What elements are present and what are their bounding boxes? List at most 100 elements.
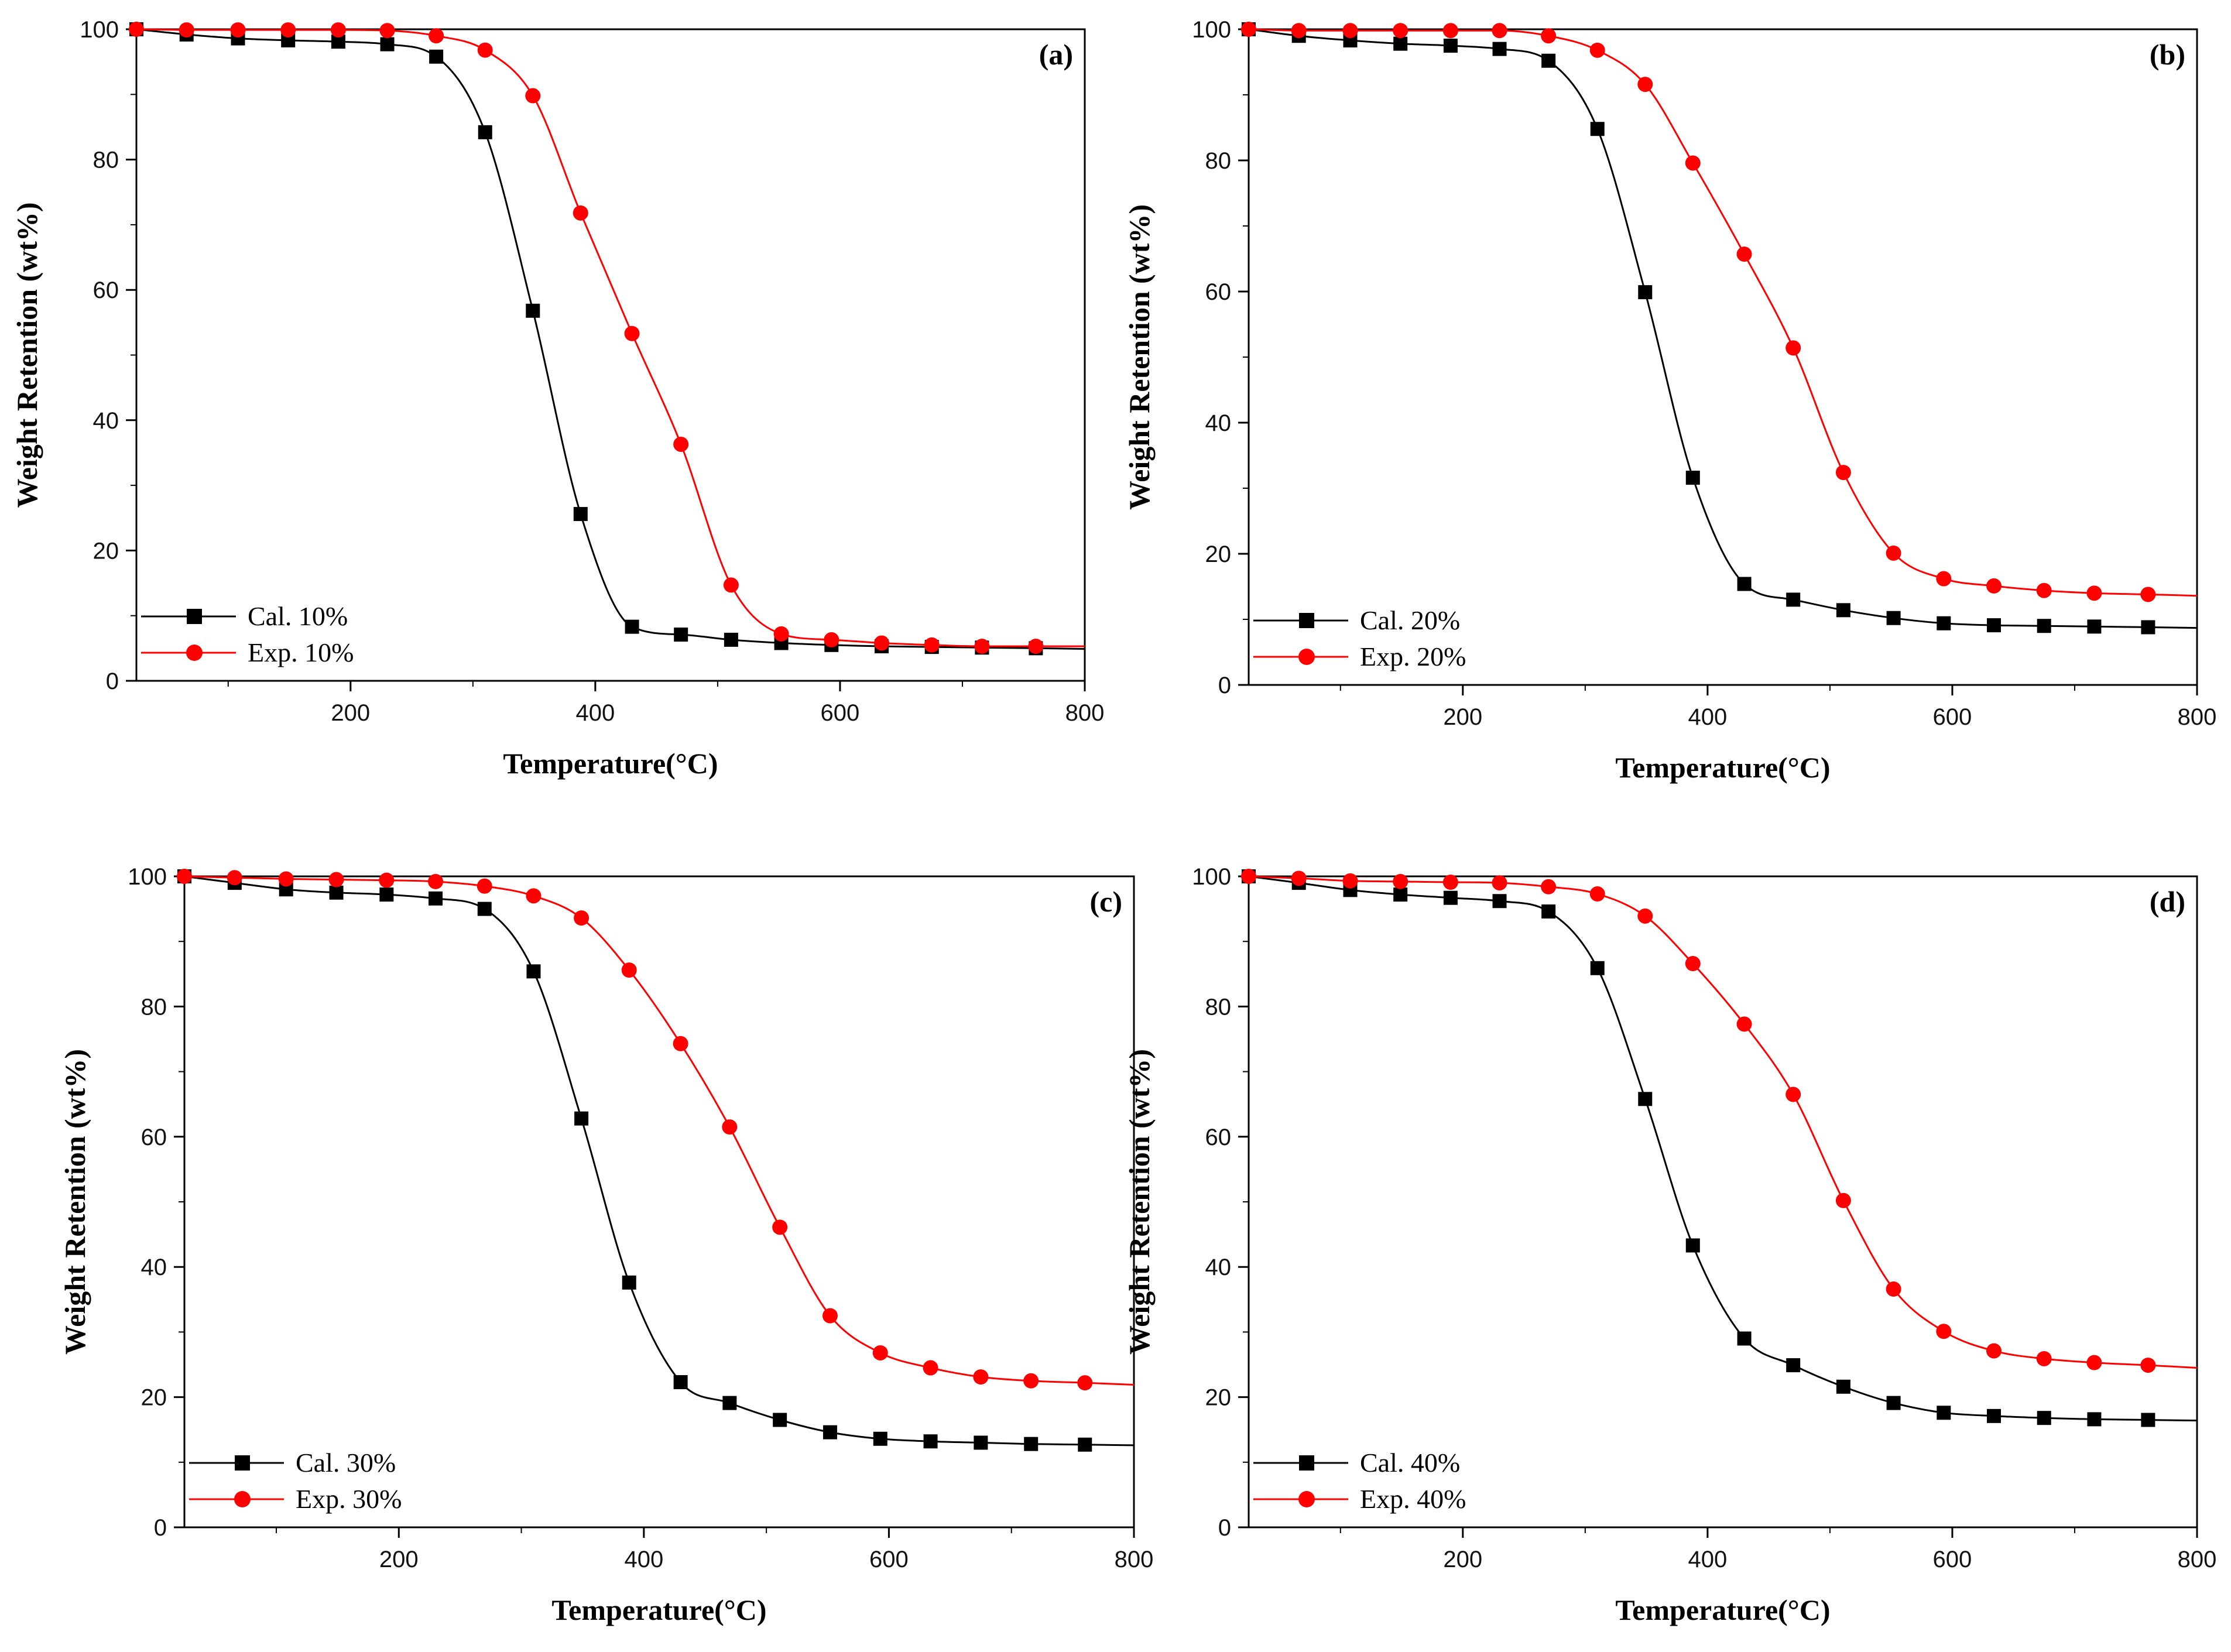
y-axis-title-a: Weight Retention (wt%) [11, 202, 43, 508]
legend-d: Cal. 40% Exp. 40% [1253, 1448, 1466, 1514]
data-point-cal-b [1886, 611, 1901, 625]
data-point-cal-d [1786, 1358, 1801, 1373]
data-point-exp-c [973, 1369, 989, 1385]
plot-frame-b [1248, 28, 2198, 686]
data-point-exp-b [1886, 545, 1901, 561]
data-point-exp-c [526, 888, 542, 904]
data-point-cal-d [1590, 961, 1605, 975]
legend-marker-exp-d [1298, 1491, 1315, 1507]
data-point-exp-b [1393, 23, 1408, 39]
legend-label-exp-b: Exp. 20% [1360, 642, 1466, 671]
data-point-cal-d [1443, 890, 1458, 905]
data-point-exp-c [923, 1360, 938, 1376]
y-tick-label-d: 60 [1205, 1125, 1232, 1150]
data-point-exp-a [230, 22, 246, 38]
data-point-cal-b [1685, 471, 1700, 485]
data-point-cal-b [1786, 592, 1801, 607]
chart-panel-a: 200 400 600 800 0 20 40 60 80 100 Temperature(°C) W… [11, 17, 1104, 780]
data-point-exp-b [1241, 22, 1256, 37]
data-point-cal-a [573, 507, 588, 522]
data-point-cal-d [2141, 1413, 2155, 1427]
data-point-exp-d [1492, 875, 1507, 891]
legend-marker-exp-b [1298, 649, 1315, 665]
legend-marker-cal-a [187, 609, 202, 624]
data-point-exp-c [722, 1119, 738, 1135]
x-tick-label-b: 600 [1933, 704, 1972, 730]
data-point-exp-c [328, 872, 344, 887]
y-tick-label-c: 40 [141, 1255, 167, 1280]
x-tick-label-b: 400 [1688, 704, 1727, 730]
data-point-cal-b [1492, 42, 1507, 56]
data-point-exp-c [477, 878, 492, 894]
series-exp-d [1241, 869, 2198, 1373]
data-point-exp-d [1393, 873, 1408, 889]
legend-marker-cal-d [1299, 1455, 1314, 1471]
data-point-exp-c [822, 1308, 838, 1324]
x-tick-label-b: 800 [2178, 704, 2217, 730]
data-point-cal-c [477, 902, 492, 916]
data-point-cal-a [625, 619, 639, 634]
panel-tag-a: (a) [1039, 38, 1073, 71]
data-point-exp-b [1835, 465, 1851, 481]
data-point-exp-b [1637, 77, 1653, 92]
data-point-cal-a [724, 632, 738, 647]
series-cal-d [1242, 869, 2198, 1427]
data-point-exp-a [1028, 639, 1044, 654]
y-tick-label-d: 40 [1205, 1255, 1232, 1280]
plot-frame-a [135, 28, 1086, 682]
data-point-cal-b [1443, 39, 1458, 53]
series-exp-c [177, 869, 1135, 1391]
data-point-cal-c [329, 885, 344, 900]
data-point-exp-b [2140, 587, 2156, 602]
data-point-exp-a [129, 22, 144, 37]
data-point-cal-c [923, 1434, 938, 1449]
legend-label-cal-d: Cal. 40% [1360, 1448, 1460, 1478]
y-tick-label-c: 0 [154, 1515, 167, 1541]
data-point-cal-c [574, 1111, 589, 1126]
y-tick-label-b: 60 [1205, 279, 1232, 305]
legend-label-cal-c: Cal. 30% [296, 1448, 396, 1478]
data-point-exp-c [1077, 1375, 1093, 1391]
series-cal-a [129, 22, 1085, 656]
panel-tag-c: (c) [1090, 885, 1123, 918]
series-line-cal-a [136, 28, 1085, 650]
data-point-cal-b [1541, 53, 1556, 68]
y-tick-label-c: 100 [128, 864, 167, 890]
data-point-cal-b [1937, 616, 1951, 630]
data-point-exp-a [429, 28, 444, 44]
legend-a: Cal. 10% Exp. 10% [141, 601, 354, 667]
data-point-exp-d [1291, 870, 1307, 886]
data-point-exp-d [1589, 886, 1605, 902]
x-axis-title-a: Temperature(°C) [503, 747, 718, 780]
x-axis-title-d: Temperature(°C) [1615, 1593, 1830, 1626]
x-tick-label-d: 400 [1688, 1547, 1727, 1572]
x-tick-label-c: 400 [624, 1547, 663, 1572]
chart-panel-d: 200 400 600 800 0 20 40 60 80 100 Temperature(°C) W… [1123, 864, 2216, 1626]
data-point-cal-a [429, 49, 444, 64]
data-point-exp-a [723, 577, 739, 593]
data-point-cal-b [1638, 285, 1653, 300]
data-point-cal-c [526, 964, 541, 979]
data-point-cal-d [1737, 1331, 1752, 1346]
data-point-exp-d [1736, 1016, 1752, 1032]
y-tick-label-b: 20 [1205, 541, 1232, 567]
data-point-exp-a [477, 42, 493, 58]
data-point-exp-a [824, 632, 839, 647]
y-tick-label-a: 100 [80, 17, 119, 43]
data-point-exp-a [379, 23, 395, 39]
data-point-exp-b [2086, 585, 2102, 601]
legend-label-cal-b: Cal. 20% [1360, 605, 1460, 635]
series-exp-a [129, 22, 1085, 654]
data-point-exp-b [1986, 578, 2002, 594]
data-point-exp-d [2036, 1351, 2052, 1366]
data-point-cal-c [773, 1413, 787, 1427]
y-tick-label-a: 20 [93, 538, 119, 564]
data-point-cal-c [722, 1396, 737, 1410]
data-point-cal-b [1737, 577, 1752, 591]
series-line-exp-b [1248, 28, 2198, 597]
data-point-cal-c [873, 1431, 887, 1446]
data-point-exp-b [1786, 340, 1801, 356]
data-point-cal-b [2037, 619, 2051, 633]
y-tick-label-a: 80 [93, 148, 119, 173]
